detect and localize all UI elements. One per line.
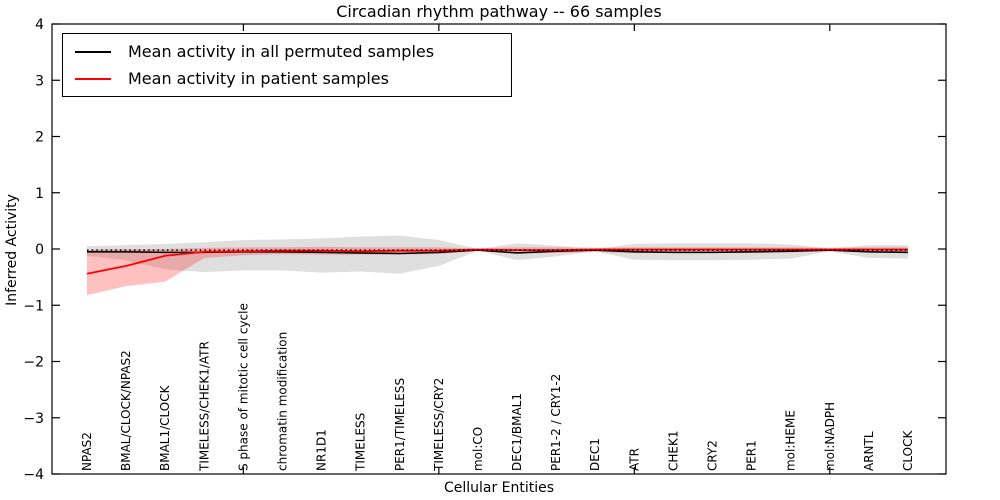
legend-item-permuted: Mean activity in all permuted samples — [63, 42, 511, 61]
legend-item-patient: Mean activity in patient samples — [63, 69, 511, 88]
x-category-label: PER1 — [745, 440, 759, 471]
x-category-label: CLOCK — [901, 430, 915, 471]
permuted-band — [87, 235, 908, 274]
legend: Mean activity in all permuted samples Me… — [62, 33, 512, 97]
x-category-label: DEC1/BMAL1 — [510, 393, 524, 471]
patient-mean-line — [86, 248, 908, 275]
x-category-label: PER1/TIMELESS — [393, 378, 407, 471]
x-category-label: ARNTL — [862, 431, 876, 471]
x-category-label: ATR — [627, 448, 641, 471]
y-tick-label: 1 — [35, 186, 44, 202]
x-category-label: BMAL1/CLOCK — [158, 384, 172, 471]
y-tick-label: −2 — [23, 355, 44, 371]
x-category-label: NR1D1 — [315, 429, 329, 471]
y-tick-label: −4 — [23, 467, 44, 483]
legend-label-permuted: Mean activity in all permuted samples — [128, 42, 435, 61]
y-tick-label: −3 — [23, 411, 44, 427]
x-category-label: CHEK1 — [666, 431, 680, 472]
x-category-label: mol:NADPH — [823, 402, 837, 471]
chart-title: Circadian rhythm pathway -- 66 samples — [336, 2, 662, 21]
x-category-label: CRY2 — [706, 440, 720, 471]
x-category-label: S phase of mitotic cell cycle — [236, 303, 250, 471]
x-category-label: DEC1 — [588, 438, 602, 471]
y-tick-label: −1 — [23, 298, 44, 314]
permuted-line-swatch — [75, 50, 111, 53]
x-category-label: mol:CO — [471, 427, 485, 471]
x-category-label: BMAL/CLOCK/NPAS2 — [119, 350, 133, 471]
patient-line-swatch — [75, 77, 111, 80]
x-category-label: chromatin modification — [275, 332, 289, 471]
y-tick-label: 2 — [35, 130, 44, 146]
x-category-label: TIMELESS — [354, 413, 368, 472]
x-category-label: TIMELESS/CRY2 — [432, 378, 446, 472]
x-category-label: NPAS2 — [80, 432, 94, 471]
x-category-label: mol:HEME — [784, 410, 798, 471]
y-tick-label: 4 — [35, 17, 44, 33]
y-tick-label: 0 — [35, 242, 44, 258]
y-tick-label: 3 — [35, 73, 44, 89]
legend-label-patient: Mean activity in patient samples — [128, 69, 389, 88]
x-axis-title: Cellular Entities — [443, 480, 555, 496]
x-category-label: PER1-2 / CRY1-2 — [549, 374, 563, 471]
x-category-label: TIMELESS/CHEK1/ATR — [197, 341, 211, 472]
